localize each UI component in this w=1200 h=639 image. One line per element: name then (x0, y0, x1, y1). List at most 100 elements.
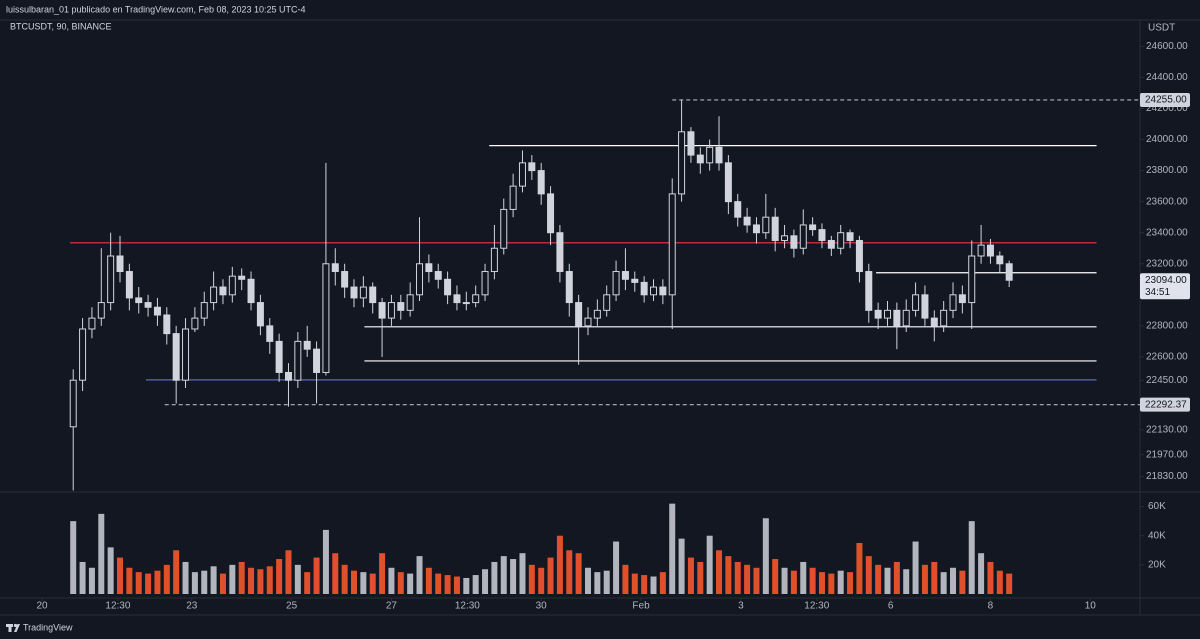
volume-bar (444, 575, 451, 594)
candle-body (462, 302, 470, 305)
candle-body (715, 146, 723, 164)
volume-bar (697, 561, 704, 594)
y-tick-label: 23800.00 (1146, 165, 1188, 176)
volume-bar (294, 564, 301, 594)
volume-bar (809, 567, 816, 594)
candle-body (762, 216, 770, 234)
volume-bar (210, 566, 217, 594)
price-label: 22292.37 (1145, 399, 1187, 410)
volume-bar (388, 567, 395, 594)
volume-bar (903, 569, 910, 594)
volume-bar (219, 573, 226, 594)
candle-body (210, 286, 218, 304)
candle-body (481, 271, 489, 296)
volume-bar (238, 561, 245, 594)
volume-bar (921, 564, 928, 594)
candle-body (986, 244, 994, 257)
axis-unit: USDT (1148, 23, 1175, 34)
candle-body (752, 224, 760, 234)
volume-bar (351, 570, 358, 594)
candle-body (940, 309, 948, 327)
x-tick-label: Feb (632, 601, 650, 612)
candle-body (406, 294, 414, 311)
x-tick-label: 12:30 (455, 601, 480, 612)
candle-body (125, 271, 133, 299)
volume-bar (837, 570, 844, 594)
volume-bar (453, 576, 460, 594)
candle-body (509, 185, 517, 210)
candle-body (313, 348, 321, 373)
price-label-box (1140, 92, 1190, 107)
candle-body (88, 317, 96, 330)
volume-bar (781, 567, 788, 594)
symbol-label: BTCUSDT, 90, BINANCE (10, 21, 112, 31)
volume-bar (98, 513, 105, 594)
candle-body (191, 317, 199, 330)
candle-body (584, 317, 592, 327)
y-tick-label: 23200.00 (1146, 258, 1188, 269)
volume-bar (463, 577, 470, 594)
volume-bar (631, 573, 638, 594)
candle-body (575, 302, 583, 327)
volume-bar (959, 570, 966, 594)
volume-bar (538, 567, 545, 594)
volume-bar (678, 538, 685, 594)
volume-bar (753, 567, 760, 594)
candle-body (640, 281, 648, 296)
y-tick-label: 22450.00 (1146, 375, 1188, 386)
volume-bar (594, 572, 601, 594)
x-tick-label: 8 (988, 601, 994, 612)
candle-body (743, 216, 751, 226)
volume-bar (248, 567, 255, 594)
volume-bar (491, 561, 498, 594)
x-tick-label: 25 (286, 601, 298, 612)
volume-tick-label: 40K (1148, 530, 1166, 541)
volume-bar (828, 573, 835, 594)
candle-body (855, 239, 863, 273)
y-tick-label: 23400.00 (1146, 227, 1188, 238)
volume-bar (304, 572, 311, 594)
volume-bar (173, 550, 180, 594)
volume-bar (79, 561, 86, 594)
candle-body (182, 328, 190, 381)
volume-bar (500, 556, 507, 594)
candle-body (153, 306, 161, 316)
candle-body (294, 340, 302, 381)
brand-name: TradingView (23, 622, 73, 632)
volume-tick-label: 60K (1148, 501, 1166, 512)
candle-body (977, 244, 985, 257)
candle-body (359, 286, 367, 299)
candle-body (425, 263, 433, 273)
candle-body (687, 131, 695, 156)
candle-body (500, 208, 508, 249)
candle-body (556, 232, 564, 273)
volume-bar (107, 547, 114, 594)
candle-body (846, 232, 854, 241)
y-tick-label: 21830.00 (1146, 471, 1188, 482)
candle-body (996, 255, 1004, 265)
candle-body (799, 224, 807, 249)
volume-bar (266, 566, 273, 594)
volume-bar (145, 573, 152, 594)
candle-body (97, 302, 105, 319)
x-tick-label: 12:30 (804, 601, 829, 612)
volume-bar (510, 559, 517, 594)
candle-body (397, 302, 405, 311)
candle-body (387, 302, 395, 319)
volume-bar (379, 553, 386, 594)
volume-bar (669, 503, 676, 594)
volume-bar (88, 567, 95, 594)
candle-body (331, 263, 339, 273)
volume-bar (893, 561, 900, 594)
candle-body (256, 302, 264, 327)
candle-body (593, 309, 601, 319)
volume-bar (659, 572, 666, 594)
candle-body (444, 278, 452, 296)
volume-bar (285, 550, 292, 594)
volume-bar (912, 541, 919, 594)
volume-bar (940, 572, 947, 594)
candle-body (912, 294, 920, 311)
candle-body (837, 232, 845, 249)
candle-body (734, 201, 742, 218)
